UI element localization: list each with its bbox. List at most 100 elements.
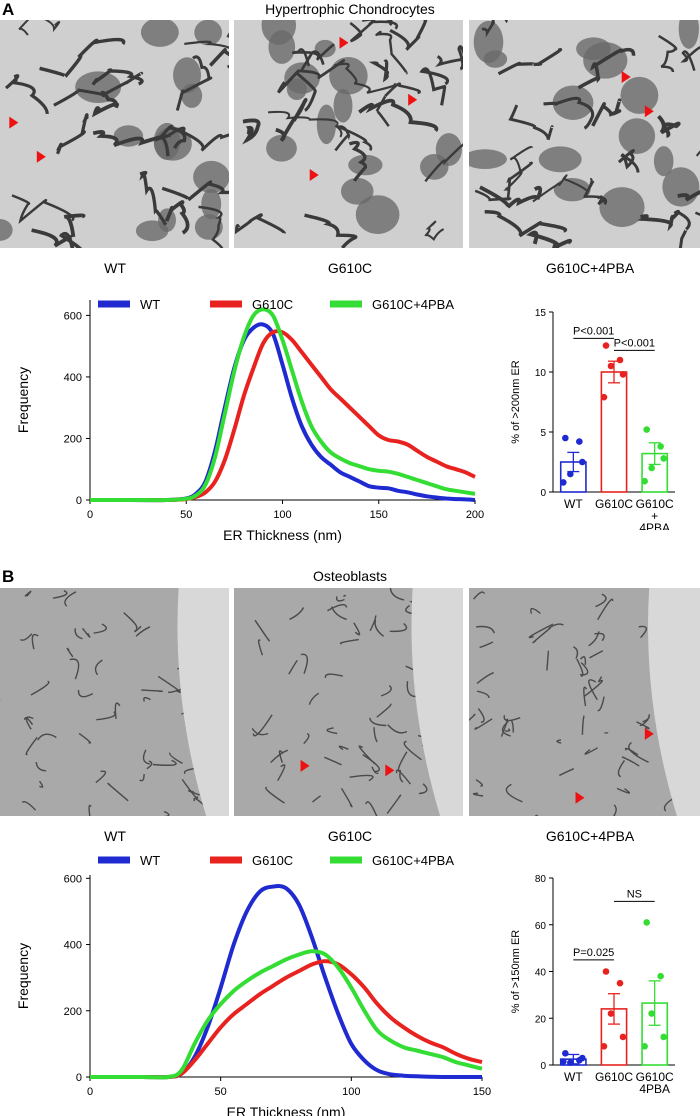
er-cisterna: [637, 209, 681, 232]
red-arrowhead-icon: [36, 150, 46, 163]
er-cisterna: [473, 591, 486, 600]
er-cisterna: [598, 676, 603, 683]
chondrocyte-g610c-4pba-micrograph: [469, 20, 700, 248]
y-tick-label: 0: [76, 1072, 82, 1084]
er-cisterna: [59, 231, 83, 248]
er-cisterna: [616, 787, 631, 794]
er-cisterna: [526, 230, 573, 248]
micrograph-texture: [234, 20, 463, 248]
er-cisterna: [597, 598, 614, 621]
er-cisterna: [333, 62, 397, 94]
er-cisterna: [114, 702, 121, 719]
er-cisterna: [146, 760, 153, 770]
er-cisterna: [66, 647, 74, 658]
data-point: [616, 979, 624, 987]
er-cisterna: [577, 47, 636, 90]
series-line: [90, 329, 476, 503]
er-cisterna: [530, 607, 541, 615]
er-cisterna: [469, 713, 476, 721]
er-cisterna: [657, 114, 681, 138]
vesicle: [678, 20, 699, 49]
er-cisterna: [304, 213, 358, 248]
er-cisterna: [348, 140, 368, 182]
y-tick-label: 40: [535, 968, 547, 979]
er-cisterna: [277, 764, 286, 781]
chondrocyte-wt-micrograph: [0, 20, 229, 248]
series-line: [89, 959, 483, 1080]
er-cisterna: [25, 736, 38, 756]
category-label: 4PBA: [639, 1082, 670, 1096]
er-cisterna: [386, 794, 402, 814]
er-cisterna: [78, 732, 92, 744]
er-cisterna: [479, 641, 494, 649]
er-cisterna: [389, 622, 408, 633]
data-point: [567, 1059, 574, 1066]
data-point: [641, 477, 648, 485]
vesicle: [193, 160, 229, 194]
er-cisterna: [362, 754, 380, 773]
er-cisterna: [175, 55, 213, 111]
data-point: [579, 1054, 586, 1062]
er-cisterna: [375, 30, 408, 75]
er-cisterna: [303, 732, 310, 745]
er-cisterna: [69, 658, 80, 680]
category-label: WT: [564, 1070, 583, 1084]
er-cisterna: [21, 801, 37, 811]
category-label: 4PBA: [639, 521, 670, 530]
er-cisterna: [55, 113, 89, 155]
er-cisterna: [374, 619, 385, 637]
er-cisterna: [324, 673, 343, 679]
er-cisterna: [373, 727, 378, 743]
er-cisterna: [311, 795, 322, 803]
er-cisterna: [164, 200, 190, 235]
er-cisterna: [658, 34, 678, 73]
er-cisterna: [546, 650, 550, 671]
y-tick-label: 15: [535, 308, 547, 319]
osteoblast-g610c-micrograph: [234, 588, 463, 816]
er-cisterna: [4, 74, 49, 115]
er-cisterna: [23, 717, 34, 726]
osteoblast-wt-micrograph: [0, 588, 229, 816]
data-point: [648, 464, 655, 472]
vesicle: [194, 20, 222, 46]
er-cisterna: [500, 718, 509, 737]
y-tick-label: 200: [64, 433, 82, 445]
data-point: [600, 393, 608, 401]
er-cisterna: [510, 720, 514, 733]
y-tick-label: 600: [64, 873, 82, 885]
x-axis-title: ER Thickness (nm): [223, 527, 342, 543]
er-cisterna: [81, 627, 91, 638]
y-tick-label: 10: [535, 368, 547, 379]
er-cisterna: [389, 20, 428, 51]
er-cisterna: [135, 626, 151, 637]
er-cisterna: [64, 591, 77, 607]
y-tick-label: 60: [535, 921, 547, 932]
data-point: [660, 1033, 667, 1041]
er-cisterna: [424, 220, 445, 241]
er-cisterna: [475, 779, 484, 787]
er-cisterna: [77, 689, 94, 698]
er-cisterna: [677, 189, 700, 202]
er-cisterna: [368, 59, 390, 83]
er-cisterna: [152, 759, 177, 766]
red-arrowhead-icon: [385, 764, 395, 777]
vesicle: [473, 20, 504, 64]
data-point: [560, 1058, 567, 1065]
er-cisterna: [369, 717, 387, 727]
y-tick-label: 600: [64, 310, 82, 322]
vesicle: [135, 220, 169, 242]
category-label: +: [651, 509, 658, 523]
category-label: WT: [564, 497, 583, 511]
vesicle: [618, 118, 656, 154]
er-cisterna: [342, 594, 346, 598]
vesicle: [316, 104, 337, 145]
significance-label: P=0.025: [573, 947, 614, 959]
data-point: [562, 434, 569, 442]
er-cisterna: [142, 749, 150, 765]
bar: [600, 371, 628, 493]
data-point: [560, 479, 567, 486]
category-label: G610C: [636, 1070, 674, 1084]
er-cisterna: [134, 625, 142, 633]
y-tick-label: 400: [64, 372, 82, 384]
vesicle: [201, 188, 222, 220]
